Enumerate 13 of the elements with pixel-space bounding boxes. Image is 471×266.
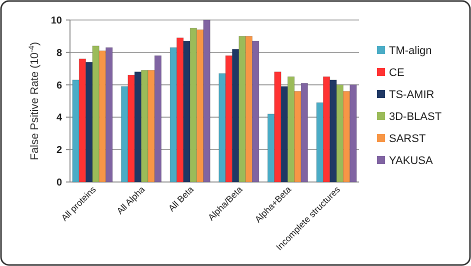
y-tick-label: 8: [56, 48, 62, 59]
y-tick-label: 4: [56, 112, 62, 124]
y-tick-label: 0: [56, 178, 62, 188]
y-tick-label: 2: [56, 145, 62, 156]
legend-label: TS-AMIR: [389, 88, 434, 101]
legend-label: CE: [389, 66, 404, 79]
x-tick-label: All Beta: [166, 184, 196, 214]
legend-label: SARST: [389, 132, 426, 145]
y-tick-label: 10: [50, 16, 62, 26]
legend-label: TM-align: [389, 44, 432, 57]
legend-label: 3D-BLAST: [389, 110, 442, 123]
y-tick-label: 6: [56, 80, 62, 92]
legend-label: YAKUSA: [389, 154, 434, 167]
